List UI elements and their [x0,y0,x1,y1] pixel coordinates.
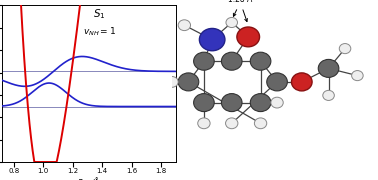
Circle shape [178,73,199,91]
Circle shape [352,71,363,81]
Circle shape [226,118,238,129]
Circle shape [323,90,334,100]
Text: $v_{NH} = 1$: $v_{NH} = 1$ [83,26,116,39]
Circle shape [237,27,260,47]
Circle shape [199,28,225,51]
Circle shape [178,20,191,31]
Circle shape [226,17,237,28]
Circle shape [250,94,271,112]
Circle shape [254,118,267,129]
Circle shape [198,118,210,129]
Circle shape [318,59,339,77]
Circle shape [271,97,283,108]
Circle shape [194,94,214,112]
Circle shape [267,73,287,91]
Circle shape [166,76,178,87]
Circle shape [194,52,214,70]
Circle shape [222,52,242,70]
X-axis label: $R_{NH}$/Å: $R_{NH}$/Å [77,176,101,180]
Text: $S_1$: $S_1$ [93,7,105,21]
Circle shape [339,44,351,54]
Circle shape [291,73,312,91]
Circle shape [222,94,242,112]
Circle shape [250,52,271,70]
Text: 1.28 Å: 1.28 Å [228,0,252,4]
